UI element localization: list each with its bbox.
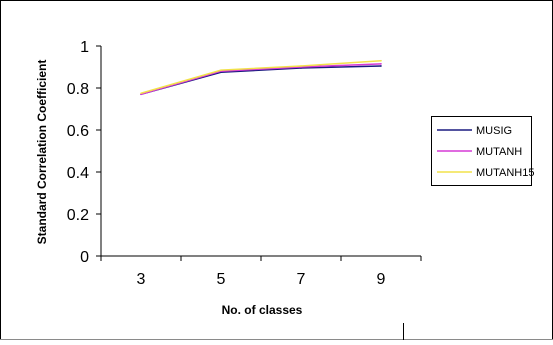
plot-area: 0 0.2 0.4 0.6 0.8 1 3 5 7 9 — [67, 39, 422, 288]
y-tick-label: 0.2 — [67, 207, 89, 224]
y-axis-title: Standard Correlation Coefficient — [35, 60, 49, 245]
legend-label: MUTANH — [476, 146, 522, 158]
data-point — [380, 59, 382, 62]
y-tick-label: 0.6 — [67, 123, 89, 140]
x-axis-title: No. of classes — [222, 303, 303, 317]
data-point — [140, 92, 142, 95]
x-tick-label: 9 — [377, 271, 386, 288]
legend: MUSIG MUTANH MUTANH15 — [431, 116, 534, 186]
x-tick-label: 5 — [217, 271, 226, 288]
x-tick-label: 3 — [137, 271, 146, 288]
y-tick-label: 0 — [80, 249, 89, 266]
y-tick-label: 0.8 — [67, 81, 89, 98]
legend-item: MUTANH — [437, 146, 522, 158]
legend-label: MUSIG — [476, 125, 512, 137]
legend-label: MUTANH15 — [476, 167, 534, 179]
data-point — [380, 65, 382, 67]
series-line-mutanh — [140, 63, 382, 96]
data-point — [380, 63, 382, 65]
y-tick-label: 0.4 — [67, 165, 89, 182]
legend-item: MUTANH15 — [437, 167, 534, 179]
data-point — [300, 65, 302, 67]
series-line-mutanh15 — [140, 59, 382, 94]
y-tick-label: 1 — [80, 39, 89, 56]
legend-item: MUSIG — [437, 125, 512, 137]
data-point — [220, 69, 222, 71]
x-tick-label: 7 — [297, 271, 306, 288]
